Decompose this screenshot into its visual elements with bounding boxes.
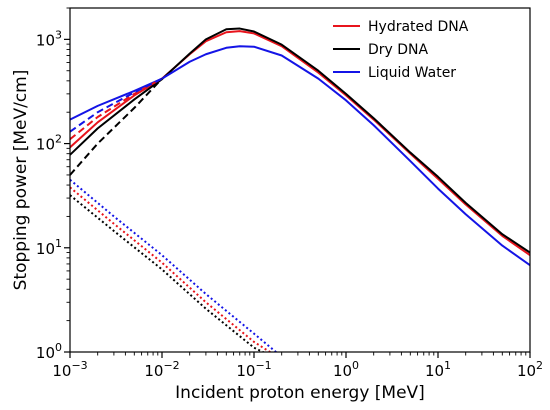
series-8-dotted-line bbox=[70, 194, 266, 352]
legend: Hydrated DNA Dry DNA Liquid Water bbox=[333, 19, 469, 81]
y-tick-label: 103 bbox=[36, 28, 62, 49]
hydrated-dna-solid-line bbox=[70, 30, 530, 256]
series-layer bbox=[70, 27, 530, 352]
x-tick-label: 10−1 bbox=[236, 359, 271, 380]
legend-label: Dry DNA bbox=[368, 42, 429, 58]
y-axis-title: Stopping power [MeV/cm] bbox=[11, 70, 31, 291]
y-tick-label: 102 bbox=[36, 133, 62, 154]
x-tick-label: 10−2 bbox=[144, 359, 179, 380]
axis-ticks: 10−3 10−2 10−1 100 101 102 100 101 102 103 bbox=[36, 7, 543, 380]
series-7-dotted-line bbox=[70, 186, 272, 352]
legend-label: Hydrated DNA bbox=[368, 19, 469, 35]
x-tick-label: 100 bbox=[333, 359, 359, 380]
legend-label: Liquid Water bbox=[368, 65, 456, 81]
series-6-dotted-line bbox=[70, 178, 278, 352]
y-tick-label: 101 bbox=[36, 237, 62, 258]
y-tick-label: 100 bbox=[36, 341, 62, 362]
x-tick-label: 101 bbox=[425, 359, 451, 380]
series-4-dashed-line bbox=[70, 77, 163, 176]
x-axis-title: Incident proton energy [MeV] bbox=[175, 383, 425, 403]
series-5-dashed-line bbox=[70, 77, 163, 133]
x-tick-label: 10−3 bbox=[52, 359, 87, 380]
plot-frame bbox=[69, 7, 531, 353]
liquid-water-solid-line bbox=[70, 45, 530, 267]
dry-dna-solid-line bbox=[70, 27, 530, 254]
x-tick-label: 102 bbox=[517, 359, 543, 380]
